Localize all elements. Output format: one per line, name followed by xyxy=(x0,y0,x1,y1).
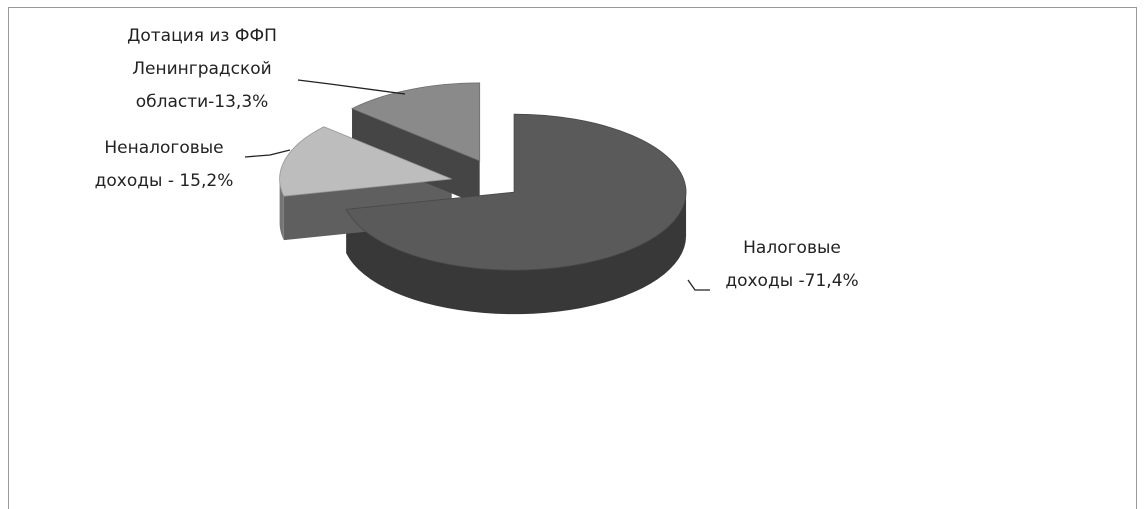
pie-tops xyxy=(279,82,687,271)
data-label: Налоговые доходы -71,4% xyxy=(725,238,859,291)
leader-line xyxy=(297,79,406,95)
leader-line xyxy=(244,149,291,158)
pie-slice xyxy=(351,82,481,162)
pie-outer-wall xyxy=(346,192,687,315)
data-label: Неналоговые доходы - 15,2% xyxy=(94,138,234,191)
pie-slice xyxy=(279,126,452,197)
pie-slice xyxy=(345,113,687,271)
data-label: Дотация из ФФП Ленинградской области-13,… xyxy=(127,26,277,112)
leader-line xyxy=(687,279,710,291)
pie-side-wall xyxy=(352,108,480,205)
